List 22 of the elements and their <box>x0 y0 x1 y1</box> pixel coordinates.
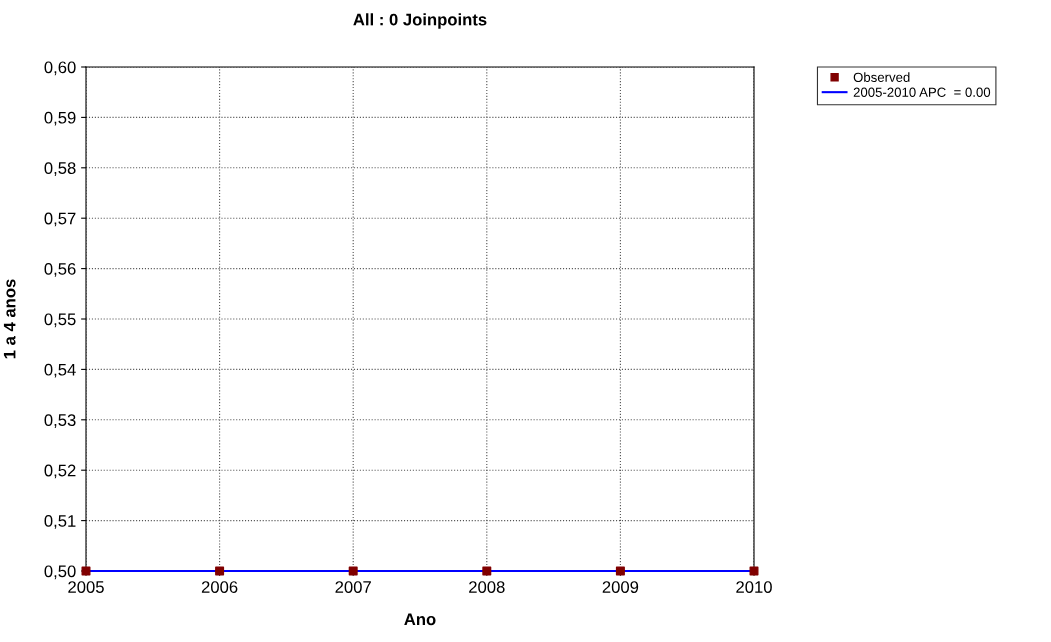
y-tick-label: 0,56 <box>44 263 76 277</box>
y-tick-label: 0,53 <box>44 414 76 428</box>
y-tick-label: 0,59 <box>44 111 76 126</box>
x-tick-label: 2008 <box>469 581 505 593</box>
x-tick-label: 2006 <box>201 581 238 593</box>
y-tick-label: 0,55 <box>44 313 76 328</box>
y-tick-label: 0,60 <box>44 61 76 76</box>
x-tick-label: 2005 <box>68 581 104 593</box>
x-tick-label: 2009 <box>602 581 639 593</box>
x-tick-label: 2007 <box>335 581 371 593</box>
legend-label: Observed <box>853 72 910 82</box>
y-tick-label: 0,50 <box>44 565 76 580</box>
y-tick-label: 0,57 <box>44 212 76 227</box>
y-tick-label: 0,58 <box>44 162 76 176</box>
y-tick-label: 0,54 <box>44 363 76 378</box>
y-tick-label: 0,52 <box>44 464 76 479</box>
legend-label: 2005-2010 APC = 0.00 <box>853 87 991 97</box>
x-tick-label: 2010 <box>736 581 772 593</box>
y-tick-label: 0,51 <box>44 515 76 529</box>
y-axis-title: 1 a 4 anos <box>3 279 16 359</box>
x-axis-title: Ano <box>404 613 436 626</box>
chart-title: All : 0 Joinpoints <box>353 13 487 29</box>
